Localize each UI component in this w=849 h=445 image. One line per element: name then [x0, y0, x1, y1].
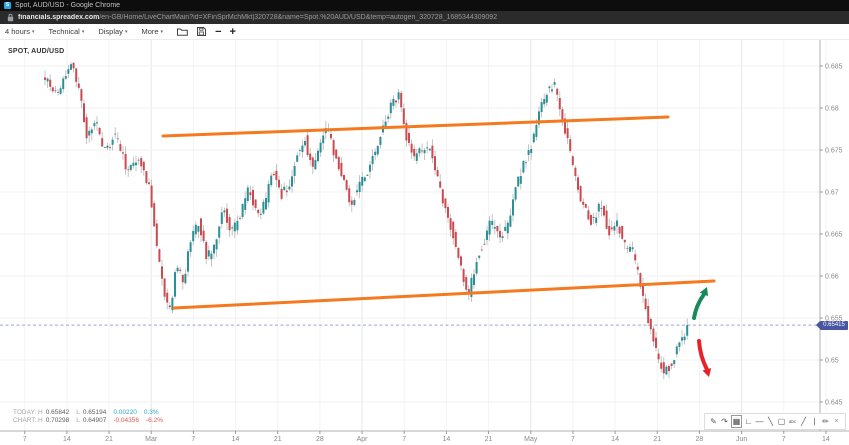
symbol-label: SPOT, AUD/USD — [8, 48, 65, 55]
chevron-down-icon: ▾ — [160, 28, 164, 35]
save-floppy-icon — [197, 27, 207, 36]
timeframe-dropdown[interactable]: 4 hours ▾ — [5, 27, 35, 36]
url-text: financials.spreadex.com/en-GB/Home/LiveC… — [18, 14, 497, 21]
close-toolbar-icon[interactable]: × — [834, 418, 839, 425]
svg-text:0.645: 0.645 — [825, 399, 843, 406]
chart-change-pct: -6.2% — [146, 416, 163, 424]
svg-text:Mar: Mar — [145, 436, 158, 443]
svg-text:21: 21 — [653, 436, 661, 443]
svg-text:Apr: Apr — [357, 436, 369, 443]
zoom-in-button[interactable]: + — [229, 25, 236, 38]
svg-text:21: 21 — [485, 436, 493, 443]
svg-text:21: 21 — [274, 436, 282, 443]
svg-text:0.66: 0.66 — [825, 273, 839, 280]
chart-low: 0.64907 — [82, 416, 107, 424]
chart-toolbar: 4 hours ▾ Technical ▾ Display ▾ More ▾ − + — [0, 24, 849, 40]
trendline-annotation-1[interactable] — [161, 115, 670, 138]
svg-text:0.65: 0.65 — [825, 357, 839, 364]
svg-text:14: 14 — [63, 436, 71, 443]
folder-open-icon — [177, 28, 188, 36]
gridlines — [0, 40, 827, 431]
svg-text:0.675: 0.675 — [825, 147, 843, 154]
vertical-line-tool-icon[interactable]: | — [813, 417, 816, 426]
address-bar[interactable]: financials.spreadex.com/en-GB/Home/LiveC… — [0, 11, 849, 24]
svg-text:7: 7 — [23, 436, 27, 443]
freehand-arrow-tool-icon[interactable]: ↷ — [721, 417, 728, 426]
pen-tool-icon[interactable]: ✎ — [710, 417, 717, 426]
svg-text:0.685: 0.685 — [825, 63, 843, 70]
zoom-out-button[interactable]: − — [215, 25, 222, 38]
chevron-down-icon: ▾ — [81, 28, 85, 35]
today-change: 0.00220 — [113, 409, 137, 416]
more-dropdown[interactable]: More ▾ — [141, 27, 164, 36]
last-price-badge: 0.65415 — [816, 320, 848, 330]
legend-row-today: TODAY: H 0.65842 L 0.65194 0.00220 0.3% — [13, 409, 159, 416]
chart-legend: TODAY: H 0.65842 L 0.65194 0.00220 0.3% … — [13, 409, 170, 424]
marker-pen-tool-icon[interactable]: ✏ — [822, 417, 829, 426]
svg-text:14: 14 — [611, 436, 619, 443]
svg-text:14: 14 — [232, 436, 240, 443]
svg-text:0.665: 0.665 — [825, 231, 843, 238]
chart-canvas[interactable]: 0.685 0.68 0.675 0.67 0.665 0.66 0.655 0.65 0.64… — [0, 40, 849, 445]
open-chart-button[interactable] — [177, 27, 188, 36]
url-path: /en-GB/Home/LiveChartMain?id=XFinSprMchM… — [99, 14, 498, 21]
svg-text:7: 7 — [571, 436, 575, 443]
svg-text:Jun: Jun — [736, 436, 747, 443]
technical-dropdown[interactable]: Technical ▾ — [48, 27, 85, 36]
chart-high: 0.70298 — [45, 416, 70, 424]
url-domain: financials.spreadex.com — [18, 14, 100, 21]
site-favicon: S — [4, 2, 11, 9]
chart-change: -0.04356 — [113, 416, 139, 424]
svg-text:14: 14 — [822, 436, 830, 443]
today-change-pct: 0.3% — [143, 409, 159, 416]
lock-icon — [7, 13, 14, 22]
trendline-annotation-2[interactable] — [172, 279, 716, 310]
svg-text:0.655: 0.655 — [825, 315, 843, 322]
rectangle-tool-icon[interactable]: ▢ — [777, 417, 786, 426]
line-chart-type-icon[interactable]: ∟ — [744, 417, 753, 426]
diagonal-line-tool-icon[interactable]: ╱ — [801, 417, 806, 426]
text-tool-icon[interactable]: abc — [788, 419, 797, 424]
arrow-annotation-up[interactable] — [692, 287, 709, 320]
svg-text:28: 28 — [696, 436, 704, 443]
today-high: 0.65842 — [45, 409, 70, 416]
chevron-down-icon: ▾ — [124, 28, 128, 35]
svg-text:14: 14 — [443, 436, 451, 443]
svg-text:7: 7 — [782, 436, 786, 443]
chart-area: 0.685 0.68 0.675 0.67 0.665 0.66 0.655 0.65 0.64… — [0, 40, 849, 445]
candles-layer — [44, 61, 689, 380]
window-title: Spot, AUD/USD - Google Chrome — [15, 2, 121, 9]
display-dropdown[interactable]: Display ▾ — [98, 27, 128, 36]
save-chart-button[interactable] — [197, 27, 207, 36]
candlestick-chart-type-icon[interactable]: ▦ — [731, 415, 742, 428]
svg-text:May: May — [524, 436, 538, 443]
x-axis[interactable]: 7 14 21 Mar 7 14 21 28 Apr 7 14 21 May 7 14 21 28 Jun 7 14 — [0, 430, 849, 443]
svg-text:7: 7 — [402, 436, 406, 443]
horizontal-line-tool-icon[interactable]: — — [755, 417, 764, 426]
svg-text:0.68: 0.68 — [825, 105, 839, 112]
svg-text:28: 28 — [316, 436, 324, 443]
chevron-down-icon: ▾ — [32, 28, 35, 35]
arrow-annotation-down[interactable] — [697, 339, 712, 377]
trendline-tool-icon[interactable]: ╲ — [768, 417, 773, 426]
svg-text:21: 21 — [105, 436, 113, 443]
y-axis[interactable]: 0.685 0.68 0.675 0.67 0.665 0.66 0.655 0.65 0.64… — [819, 40, 843, 431]
drawing-toolbar: ✎ ↷ ▦ ∟ — ╲ ▢ abc ╱ | ✏ × — [704, 413, 846, 430]
title-bar: S Spot, AUD/USD - Google Chrome — [0, 0, 849, 11]
today-low: 0.65194 — [82, 409, 107, 416]
svg-text:7: 7 — [191, 436, 195, 443]
legend-row-chart: CHART: H 0.70298 L 0.64907 -0.04356 -6.2… — [13, 416, 163, 424]
svg-text:0.67: 0.67 — [825, 189, 839, 196]
